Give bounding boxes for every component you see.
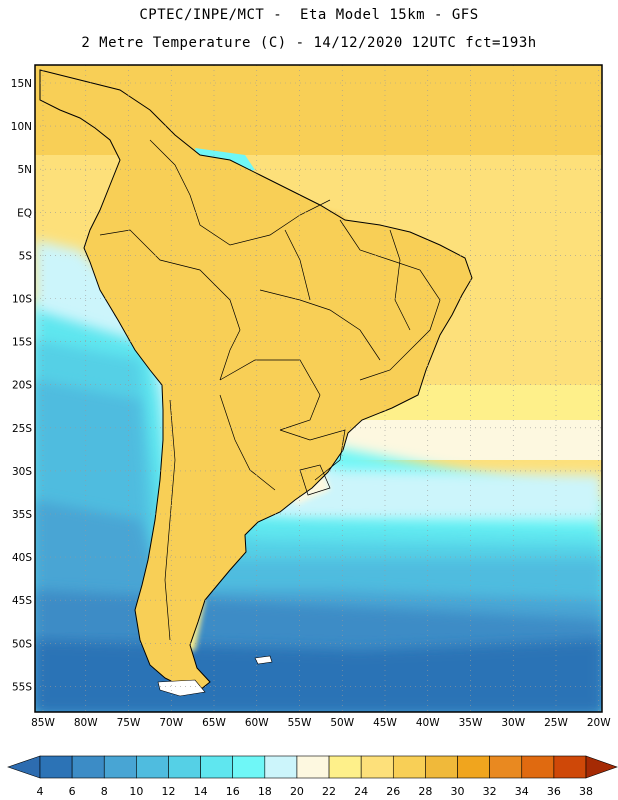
colorbar-box	[39, 755, 73, 779]
colorbar-label: 12	[161, 785, 175, 798]
islands	[157, 655, 273, 697]
lon-label: 45W	[373, 717, 397, 729]
lon-label: 55W	[288, 717, 312, 729]
lat-label: 5N	[17, 164, 32, 176]
border-north-andean	[149, 139, 331, 246]
colorbar-box	[521, 755, 555, 779]
lat-label: 15S	[12, 337, 32, 349]
colorbar-box	[71, 755, 105, 779]
colorbar-label: 38	[579, 785, 593, 798]
colorbar-labels: 4 6 8 10 12 14 16 18 20 22 24 26 28 30 32 34 36 38	[37, 785, 594, 798]
colorbar-over-arrow	[585, 755, 618, 779]
border-brazil-south	[279, 429, 346, 481]
map-title-line-2: 2 Metre Temperature (C) - 14/12/2020 12U…	[81, 35, 537, 51]
latitude-labels: 15N 10N 5N EQ 5S 10S 15S 20S 25S 30S 35S 40S 45S 50S 5…	[11, 78, 33, 693]
lat-label: 50S	[12, 638, 32, 650]
lon-label: 80W	[74, 717, 98, 729]
colorbar: 4 6 8 10 12 14 16 18 20 22 24 26 28 30 32 34 36 38	[7, 755, 618, 798]
country-borders	[99, 139, 441, 641]
colorbar-box	[457, 755, 490, 779]
border-brazil-states-3	[284, 229, 311, 301]
lon-label: 85W	[31, 717, 55, 729]
colorbar-label: 32	[483, 785, 497, 798]
colorbar-label: 30	[451, 785, 465, 798]
colorbar-box	[232, 755, 266, 779]
colorbar-box	[489, 755, 523, 779]
colorbar-label: 16	[226, 785, 240, 798]
border-brazil-states-4	[389, 229, 411, 331]
colorbar-box	[425, 755, 458, 779]
lon-label: 65W	[202, 717, 226, 729]
colorbar-label: 26	[386, 785, 400, 798]
lat-label: 55S	[12, 681, 32, 693]
lon-label: 35W	[459, 717, 483, 729]
border-brazil-states-1	[339, 219, 441, 381]
lat-label: EQ	[17, 207, 32, 219]
colorbar-label: 4	[37, 785, 44, 798]
field-layer	[35, 65, 602, 712]
colorbar-box	[168, 755, 201, 779]
lon-label: 25W	[544, 717, 568, 729]
colorbar-label: 8	[101, 785, 108, 798]
colorbar-label: 14	[194, 785, 208, 798]
colorbar-box	[264, 755, 298, 779]
lat-label: 20S	[12, 380, 32, 392]
lat-label: 15N	[11, 78, 32, 90]
colorbar-label: 28	[418, 785, 432, 798]
colorbar-label: 36	[547, 785, 561, 798]
colorbar-box	[296, 755, 330, 779]
border-argentina-north	[219, 394, 276, 491]
lat-label: 30S	[12, 466, 32, 478]
colorbar-under-arrow	[7, 755, 41, 779]
colorbar-box	[200, 755, 234, 779]
tierra-del-fuego	[157, 679, 206, 697]
map-frame	[34, 64, 603, 713]
longitude-labels: 85W 80W 75W 70W 65W 60W 55W 50W 45W 40W 35W 30W 25W 2…	[31, 717, 611, 729]
lat-label: 40S	[12, 552, 32, 564]
colorbar-box	[136, 755, 169, 779]
border-uruguay	[299, 464, 331, 496]
colorbar-label: 24	[354, 785, 368, 798]
colorbar-label: 20	[290, 785, 304, 798]
colorbar-label: 6	[69, 785, 76, 798]
lat-label: 10S	[12, 294, 32, 306]
ocean-band-6	[35, 640, 602, 712]
map-title-line-1: CPTEC/INPE/MCT - Eta Model 15km - GFS	[139, 7, 479, 23]
lat-label: 45S	[12, 595, 32, 607]
colorbar-box	[103, 755, 137, 779]
lat-label: 35S	[12, 509, 32, 521]
lon-label: 20W	[587, 717, 611, 729]
colorbar-boxes	[39, 755, 587, 779]
border-peru-brazil	[99, 229, 241, 381]
colorbar-box	[392, 755, 426, 779]
lon-label: 50W	[330, 717, 354, 729]
lat-label: 10N	[11, 121, 32, 133]
border-brazil-states-2	[259, 289, 381, 361]
colorbar-label: 34	[515, 785, 529, 798]
falkland-islands	[254, 655, 273, 665]
colorbar-box	[360, 755, 394, 779]
colorbar-label: 22	[322, 785, 336, 798]
lon-label: 75W	[117, 717, 141, 729]
colorbar-label: 10	[129, 785, 143, 798]
lat-label: 25S	[12, 423, 32, 435]
colorbar-box	[553, 755, 587, 779]
lon-label: 30W	[501, 717, 525, 729]
lat-label: 5S	[19, 250, 33, 262]
lon-label: 40W	[416, 717, 440, 729]
colorbar-label: 18	[258, 785, 272, 798]
border-bolivia-paraguay	[219, 359, 321, 431]
colorbar-box	[328, 755, 362, 779]
lon-label: 70W	[159, 717, 183, 729]
border-chile-argentina	[164, 399, 176, 641]
lon-label: 60W	[245, 717, 269, 729]
